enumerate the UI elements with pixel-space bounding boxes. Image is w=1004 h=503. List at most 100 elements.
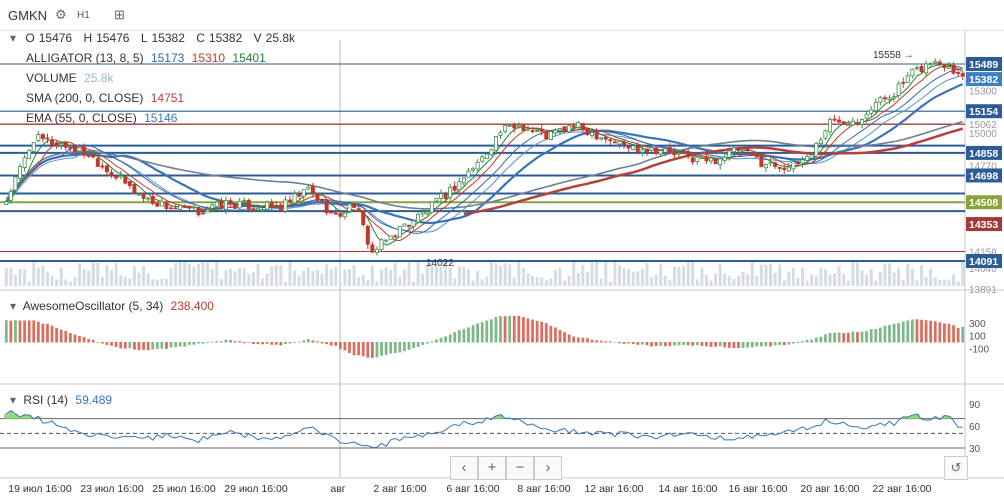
ao-bar <box>435 339 438 343</box>
candle-body <box>13 176 18 191</box>
ao-bar <box>604 341 608 343</box>
candle-body <box>658 150 663 155</box>
alligator-legend[interactable]: ALLIGATOR (13, 8, 5) 15173 15310 15401 <box>26 51 270 65</box>
volume-bar <box>572 260 576 286</box>
scroll-left-button[interactable]: ‹ <box>450 456 478 480</box>
ema-legend[interactable]: EMA (55, 0, CLOSE) 15146 <box>26 111 181 125</box>
volume-bar <box>942 280 946 286</box>
volume-bar <box>370 265 374 286</box>
rsi-overbought-fill <box>17 416 23 419</box>
ao-bar <box>403 342 406 352</box>
candle-body <box>374 248 379 253</box>
rsi-overbought-fill <box>946 416 952 419</box>
collapse-icon[interactable]: ▾ <box>10 31 17 45</box>
rsi-overbought-fill <box>932 416 938 419</box>
reset-view-button[interactable]: ↺ <box>944 456 968 480</box>
volume-bar <box>59 267 63 286</box>
volume-bar <box>764 264 768 286</box>
candle-body <box>187 205 192 209</box>
low-annotation: 14022 <box>426 258 454 269</box>
ao-collapse-icon[interactable]: ▾ <box>10 299 17 313</box>
volume-bar <box>723 273 727 286</box>
volume-bar <box>142 266 146 286</box>
rsi-overbought-fill <box>914 414 920 419</box>
zoom-in-button[interactable]: + <box>478 456 506 480</box>
ao-bar <box>133 342 136 350</box>
ao-bar <box>265 342 269 344</box>
zoom-out-button[interactable]: − <box>506 456 534 480</box>
candle-body <box>654 147 659 154</box>
rsi-value: 59.489 <box>75 393 113 407</box>
ao-bar <box>590 339 594 343</box>
volume-bar <box>814 275 818 286</box>
candle-body <box>45 137 50 140</box>
price-label-bg <box>966 168 1002 183</box>
candle-body <box>786 166 791 172</box>
compare-icon[interactable]: ⊞ <box>114 7 125 22</box>
ao-bar <box>169 342 173 348</box>
rsi-legend[interactable]: ▾ RSI (14) 59.489 <box>10 393 112 407</box>
ao-bar <box>316 341 319 343</box>
ao-bar <box>828 332 832 343</box>
ao-bar <box>329 342 333 346</box>
candle-body <box>846 124 851 127</box>
volume-bar <box>416 261 420 286</box>
volume-bar <box>407 262 411 286</box>
candle-body <box>869 109 874 114</box>
ao-bar <box>618 342 621 344</box>
price-tick: 15000 <box>969 129 997 140</box>
rsi-overbought-fill <box>4 413 9 419</box>
volume-bar <box>901 279 905 286</box>
time-label: 2 авг 16:00 <box>373 483 426 495</box>
candle-body <box>356 208 361 212</box>
volume-bar <box>160 278 164 286</box>
ao-bar <box>325 342 329 345</box>
ao-bar <box>741 342 745 348</box>
interval-button[interactable]: H1 <box>77 10 90 21</box>
ao-bar <box>398 342 402 353</box>
ao-bar <box>814 337 818 343</box>
ao-bar <box>503 316 507 343</box>
ao-bar <box>833 332 836 343</box>
candle-body <box>878 97 883 103</box>
ao-bar <box>878 327 882 343</box>
candle-body <box>91 154 96 158</box>
volume-bar <box>833 273 837 286</box>
candle-body <box>475 161 480 170</box>
ao-bar <box>851 331 855 343</box>
volume-bar <box>819 267 823 286</box>
sma-legend[interactable]: SMA (200, 0, CLOSE) 14751 <box>26 91 188 105</box>
price-tick: 14770 <box>969 161 997 172</box>
volume-bar <box>430 262 434 286</box>
ao-bar <box>421 342 425 345</box>
volume-bar <box>119 275 123 286</box>
volume-bar <box>206 262 210 286</box>
gear-icon[interactable]: ⚙ <box>55 7 67 22</box>
candle-body <box>123 176 128 184</box>
ao-bar <box>892 323 896 343</box>
volume-bar <box>622 268 626 286</box>
volume-bar <box>261 278 265 286</box>
ao-bar <box>787 342 791 345</box>
symbol-label[interactable]: GMKN <box>8 8 47 23</box>
candle-body <box>521 124 526 131</box>
ao-bar <box>961 326 965 343</box>
ao-bar <box>673 342 676 346</box>
volume-bar <box>389 269 393 286</box>
rsi-collapse-icon[interactable]: ▾ <box>10 393 17 407</box>
candle-body <box>292 193 297 204</box>
volume-bar <box>196 263 200 286</box>
candle-body <box>498 132 503 136</box>
price-label-bg <box>966 217 1002 232</box>
ao-bar <box>938 322 942 343</box>
ao-bar <box>87 339 91 343</box>
candle-body <box>814 142 819 157</box>
volume-bar <box>393 262 397 286</box>
ao-bar <box>499 316 502 343</box>
volume-legend[interactable]: VOLUME 25.8k <box>26 71 117 85</box>
volume-bar <box>444 262 448 286</box>
ao-legend[interactable]: ▾ AwesomeOscillator (5, 34) 238.400 <box>10 299 214 313</box>
price-label-bg <box>966 57 1002 71</box>
scroll-right-button[interactable]: › <box>534 456 562 480</box>
